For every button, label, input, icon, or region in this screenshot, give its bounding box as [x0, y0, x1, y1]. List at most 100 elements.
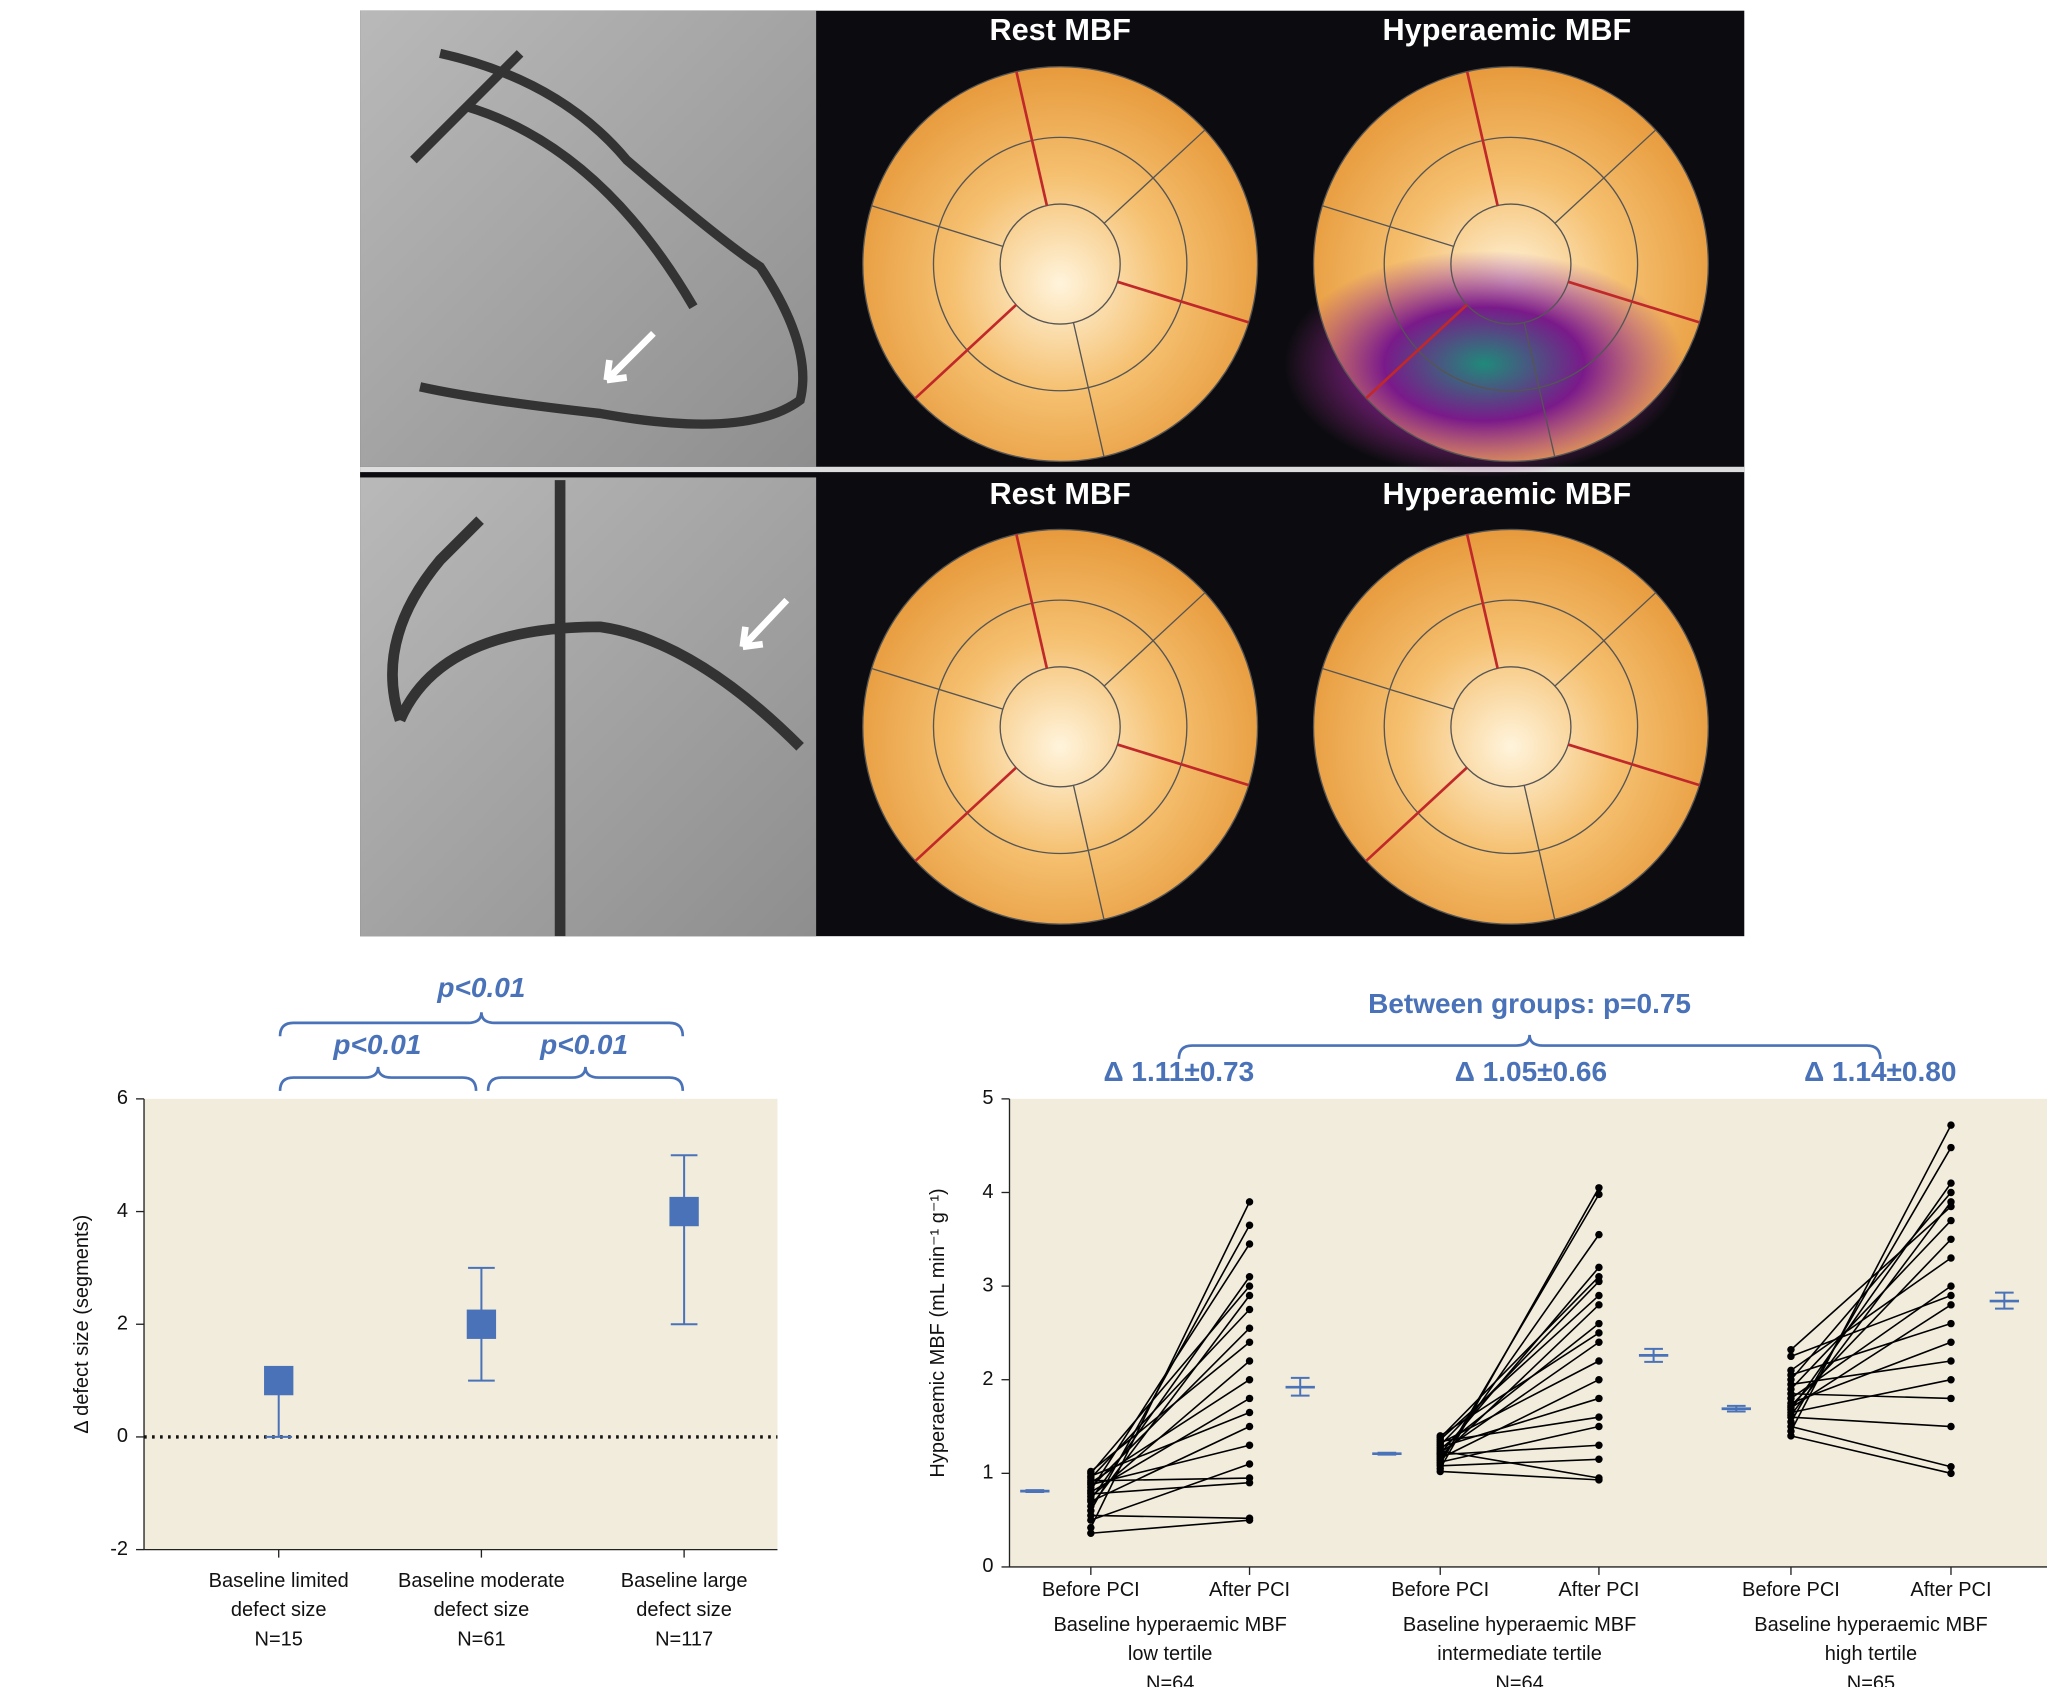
pair-line: [1090, 1276, 1251, 1501]
x-tick-label: Before PCI: [1042, 1579, 1140, 1601]
data-point: [1245, 1198, 1254, 1206]
segment-line: [1554, 592, 1657, 687]
y-tick-label: -2: [110, 1538, 128, 1560]
segment-line: [1117, 743, 1250, 787]
data-point: [1787, 1366, 1795, 1375]
data-point: [1595, 1291, 1603, 1300]
data-point: [1947, 1143, 1955, 1152]
pair-line: [1090, 1285, 1251, 1474]
pair-line: [1090, 1477, 1250, 1482]
data-point: [1245, 1408, 1254, 1417]
data-point: [1787, 1346, 1795, 1354]
pair-line: [1790, 1304, 1952, 1409]
y-tick-label: 2: [982, 1368, 993, 1390]
median-marker: [466, 1309, 497, 1339]
arrow: [739, 597, 790, 651]
data-point: [1087, 1467, 1095, 1476]
divider: [360, 466, 1745, 473]
data-point: [1595, 1230, 1603, 1239]
pair-line: [1439, 1304, 1600, 1458]
data-point: [1595, 1375, 1603, 1384]
pair-line: [1090, 1425, 1250, 1503]
segment-line: [1567, 743, 1700, 787]
x-label-line: defect size: [231, 1599, 327, 1621]
x-tick-label: Before PCI: [1391, 1579, 1489, 1601]
y-axis-title: Hyperaemic MBF (mL min⁻¹ g⁻¹): [927, 1188, 949, 1477]
pair-line: [1790, 1294, 1952, 1358]
data-point: [1245, 1460, 1254, 1468]
x-label-line: defect size: [636, 1599, 732, 1621]
segment-ring: [999, 666, 1121, 788]
p-value: p<0.01: [539, 1029, 628, 1060]
pair-line: [1090, 1360, 1251, 1498]
x-label-line: Baseline large: [621, 1570, 748, 1592]
x-label-line: high tertile: [1825, 1643, 1917, 1665]
x-tick-label: After PCI: [1910, 1579, 1991, 1601]
x-label-line: Baseline hyperaemic MBF: [1403, 1614, 1636, 1636]
pair-line: [1790, 1360, 1952, 1386]
segment-line: [1465, 534, 1499, 669]
pair-line: [1439, 1276, 1600, 1439]
p-value: p<0.01: [332, 1029, 421, 1060]
bracket: [278, 1012, 685, 1037]
data-point: [1595, 1319, 1603, 1328]
data-point: [1947, 1254, 1955, 1262]
pair-line: [1790, 1392, 1952, 1400]
bracket: [486, 1066, 685, 1091]
y-tick-label: 0: [982, 1555, 993, 1577]
pair-line: [1439, 1397, 1600, 1448]
pair-line: [1090, 1519, 1250, 1535]
data-point: [1947, 1291, 1955, 1300]
y-tick-label: 2: [117, 1313, 128, 1335]
pair-line: [1090, 1397, 1250, 1493]
segment-line: [1072, 785, 1105, 920]
polar-map: [1313, 529, 1709, 925]
y-axis-title: Δ defect size (segments): [71, 1215, 93, 1434]
data-point: [1595, 1329, 1603, 1337]
segment-ring: [1383, 136, 1639, 392]
pair-line: [1090, 1481, 1250, 1495]
segment-ring: [1383, 599, 1639, 855]
y-tick-label: 5: [982, 1087, 993, 1109]
pair-line: [1790, 1416, 1952, 1428]
x-label-line: N=15: [255, 1629, 303, 1651]
data-point: [1947, 1235, 1955, 1244]
segment-line: [1523, 322, 1556, 457]
pair-line: [1790, 1205, 1952, 1351]
segment-line: [1523, 785, 1556, 920]
data-point: [1947, 1338, 1955, 1347]
x-label-line: N=61: [457, 1629, 505, 1651]
segment-line: [871, 205, 1004, 247]
segment-line: [1015, 534, 1049, 669]
p-value: p<0.01: [436, 972, 525, 1003]
data-point: [1245, 1474, 1254, 1482]
segment-line: [1322, 667, 1454, 710]
p-value: Between groups: p=0.75: [1368, 988, 1691, 1019]
segment-line: [1322, 205, 1454, 247]
data-point: [1947, 1357, 1955, 1365]
segment-line: [1554, 129, 1657, 224]
data-point: [1947, 1375, 1955, 1384]
vessel: [387, 480, 804, 937]
y-tick-label: 6: [117, 1087, 128, 1109]
pair-line: [1439, 1322, 1600, 1450]
pair-line: [1439, 1341, 1600, 1454]
segment-ring: [1450, 666, 1572, 788]
data-point: [1947, 1121, 1955, 1129]
segment-line: [1117, 280, 1250, 324]
pair-line: [1090, 1463, 1250, 1521]
map-title: Hyperaemic MBF: [1383, 13, 1632, 47]
data-point: [1087, 1523, 1095, 1532]
map-title: Hyperaemic MBF: [1383, 477, 1632, 511]
plot-area: [1009, 1098, 2047, 1567]
data-point: [1245, 1422, 1254, 1431]
pair-line: [1440, 1416, 1600, 1443]
x-label-line: N=64: [1495, 1673, 1543, 1687]
segment-line: [1465, 71, 1499, 206]
data-point: [1595, 1441, 1603, 1449]
data-point: [1245, 1441, 1254, 1449]
segment-line: [1365, 303, 1468, 400]
data-point: [1595, 1413, 1603, 1421]
pair-line: [1439, 1332, 1600, 1437]
segment-line: [1103, 592, 1206, 687]
